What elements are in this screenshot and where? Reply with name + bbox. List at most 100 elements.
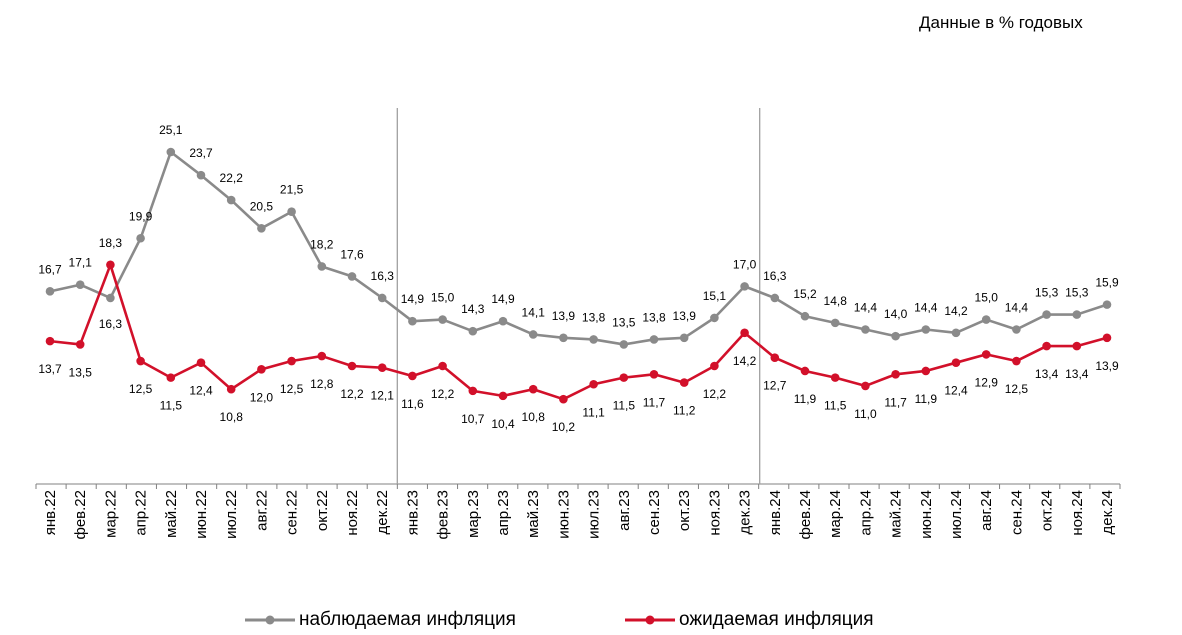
x-tick-label: июн.23 bbox=[555, 490, 572, 539]
data-point-expected bbox=[438, 361, 447, 371]
data-label-observed: 13,8 bbox=[582, 310, 606, 324]
data-point-expected bbox=[921, 366, 931, 376]
data-point-expected bbox=[649, 369, 659, 379]
data-label-expected: 11,9 bbox=[794, 392, 817, 406]
data-label-observed: 22,2 bbox=[220, 171, 244, 185]
x-tick-label: окт.24 bbox=[1039, 490, 1056, 531]
data-point-observed bbox=[679, 333, 689, 343]
data-label-observed: 15,9 bbox=[1095, 276, 1119, 290]
data-label-observed: 17,0 bbox=[733, 257, 757, 271]
data-point-observed bbox=[45, 287, 55, 296]
data-point-observed bbox=[981, 315, 991, 324]
data-point-observed bbox=[287, 207, 296, 217]
data-label-observed: 16,3 bbox=[371, 269, 395, 283]
data-point-expected bbox=[800, 366, 810, 376]
data-point-observed bbox=[226, 195, 236, 205]
data-label-observed: 14,3 bbox=[461, 302, 485, 316]
data-label-observed: 25,1 bbox=[159, 123, 183, 137]
data-point-observed bbox=[257, 224, 266, 233]
x-tick-label: мар.23 bbox=[465, 490, 482, 538]
data-label-expected: 11,5 bbox=[824, 399, 847, 413]
x-tick-label: апр.22 bbox=[133, 490, 150, 536]
data-point-expected bbox=[1072, 341, 1082, 351]
data-label-observed: 14,4 bbox=[854, 301, 878, 315]
legend-item-expected: ожидаемая инфляция bbox=[625, 609, 874, 631]
x-tick-label: апр.24 bbox=[857, 490, 874, 536]
data-label-expected: 14,2 bbox=[733, 354, 757, 368]
data-point-expected bbox=[679, 378, 689, 387]
data-point-observed bbox=[377, 293, 387, 303]
data-point-observed bbox=[1072, 310, 1082, 319]
data-label-observed: 15,3 bbox=[1065, 286, 1089, 300]
data-label-observed: 16,3 bbox=[763, 269, 787, 283]
data-label-observed: 16,7 bbox=[38, 262, 62, 276]
data-point-observed bbox=[861, 325, 870, 334]
data-label-expected: 12,1 bbox=[371, 389, 395, 403]
data-point-expected bbox=[287, 356, 296, 366]
data-point-observed bbox=[619, 340, 629, 349]
x-tick-label: июл.24 bbox=[948, 490, 965, 539]
data-label-observed: 15,0 bbox=[431, 291, 455, 305]
data-label-expected: 12,4 bbox=[189, 384, 213, 398]
data-point-observed bbox=[710, 313, 719, 323]
data-point-expected bbox=[951, 358, 961, 367]
x-tick-label: фев.22 bbox=[72, 490, 89, 540]
x-tick-label: июн.24 bbox=[918, 490, 935, 539]
data-label-expected: 11,0 bbox=[854, 407, 877, 421]
data-label-observed: 14,9 bbox=[491, 292, 515, 306]
data-point-observed bbox=[589, 335, 598, 344]
x-tick-label: сен.23 bbox=[646, 490, 663, 535]
data-label-expected: 13,9 bbox=[1095, 359, 1119, 373]
data-point-observed bbox=[1102, 300, 1112, 309]
data-point-observed bbox=[921, 325, 931, 334]
data-point-expected bbox=[619, 373, 629, 382]
data-point-expected bbox=[1102, 333, 1112, 343]
data-point-expected bbox=[559, 394, 568, 404]
data-label-expected: 10,4 bbox=[491, 417, 515, 431]
data-label-observed: 21,5 bbox=[280, 183, 304, 197]
data-label-observed: 16,3 bbox=[99, 317, 123, 331]
x-tick-label: июл.23 bbox=[586, 490, 603, 539]
x-tick-label: авг.23 bbox=[616, 490, 633, 531]
x-tick-label: ноя.22 bbox=[344, 490, 361, 536]
legend-label-expected: ожидаемая инфляция bbox=[679, 609, 874, 630]
data-point-expected bbox=[45, 336, 55, 346]
data-point-expected bbox=[710, 361, 719, 371]
x-tick-label: дек.23 bbox=[737, 490, 754, 535]
data-point-observed bbox=[559, 333, 568, 343]
data-label-expected: 10,8 bbox=[220, 410, 244, 424]
data-point-expected bbox=[891, 369, 900, 379]
legend-label-observed: наблюдаемая инфляция bbox=[299, 609, 516, 630]
data-label-expected: 13,5 bbox=[69, 365, 93, 379]
data-point-observed bbox=[770, 293, 780, 303]
x-tick-label: сен.22 bbox=[284, 490, 301, 535]
x-tick-label: июн.22 bbox=[193, 490, 210, 539]
data-point-observed bbox=[830, 318, 840, 328]
data-point-observed bbox=[740, 282, 749, 291]
data-point-expected bbox=[226, 384, 236, 394]
data-point-observed bbox=[1012, 325, 1021, 334]
data-label-expected: 13,4 bbox=[1065, 367, 1089, 381]
legend: наблюдаемая инфляция ожидаемая инфляция bbox=[245, 609, 965, 635]
data-label-expected: 12,5 bbox=[280, 382, 304, 396]
data-label-expected: 11,2 bbox=[673, 404, 696, 418]
data-point-observed bbox=[891, 331, 900, 341]
x-tick-label: апр.23 bbox=[495, 490, 512, 536]
x-tick-label: окт.22 bbox=[314, 490, 331, 531]
legend-swatch-expected bbox=[625, 615, 675, 625]
data-label-expected: 18,3 bbox=[99, 236, 123, 250]
x-tick-label: фев.23 bbox=[435, 490, 452, 540]
legend-swatch-observed bbox=[245, 615, 295, 625]
data-point-expected bbox=[528, 384, 538, 394]
data-point-observed bbox=[951, 328, 961, 338]
x-tick-label: фев.24 bbox=[797, 490, 814, 540]
data-label-observed: 13,9 bbox=[673, 309, 697, 323]
data-point-observed bbox=[468, 326, 478, 336]
data-point-observed bbox=[649, 335, 659, 344]
data-label-observed: 17,1 bbox=[69, 256, 93, 270]
data-label-expected: 12,5 bbox=[129, 382, 153, 396]
data-label-observed: 18,2 bbox=[310, 237, 334, 251]
x-tick-label: мар.24 bbox=[827, 490, 844, 538]
data-label-expected: 12,5 bbox=[1005, 382, 1029, 396]
data-point-observed bbox=[317, 262, 327, 271]
